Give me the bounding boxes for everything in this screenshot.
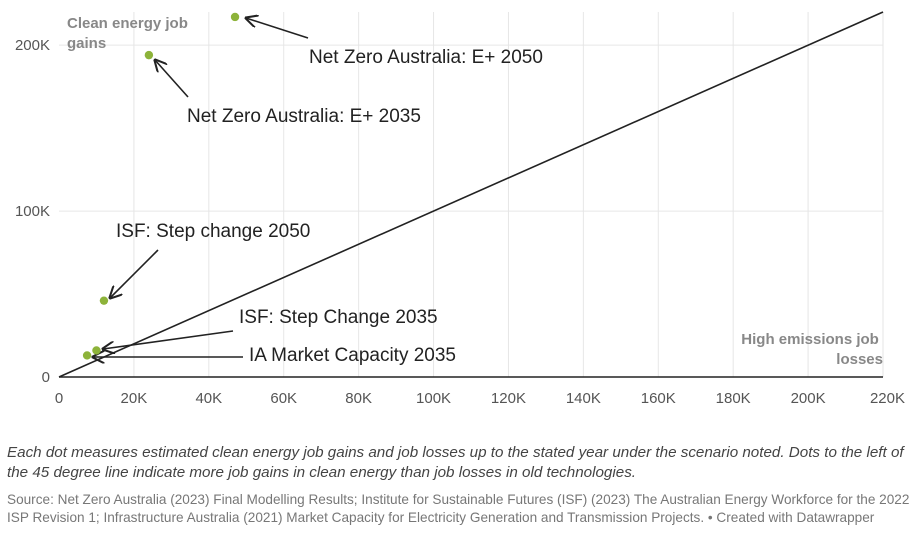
chart-description: Each dot measures estimated clean energy… xyxy=(7,444,904,481)
y-tick-label: 200K xyxy=(15,37,50,54)
annotation-arrow xyxy=(110,249,159,298)
reference-45-degree-line xyxy=(58,11,884,378)
grid-lines xyxy=(59,12,884,377)
y-tick-label: 0 xyxy=(42,369,50,386)
x-tick-label: 100K xyxy=(416,390,451,407)
x-tick-label: 220K xyxy=(870,390,905,407)
annotation-arrows xyxy=(93,18,309,357)
x-tick-label: 120K xyxy=(491,390,526,407)
x-tick-label: 200K xyxy=(791,390,826,407)
y-axis-ticks: 0 100K 200K xyxy=(15,37,50,386)
annotation-labels: Net Zero Australia: E+ 2050 Net Zero Aust… xyxy=(116,47,543,366)
chart-source: Source: Net Zero Australia (2023) Final … xyxy=(7,492,910,525)
x-tick-label: 60K xyxy=(270,390,297,407)
data-point xyxy=(92,346,101,355)
x-tick-label: 160K xyxy=(641,390,676,407)
y-tick-label: 100K xyxy=(15,203,50,220)
x-tick-label: 140K xyxy=(566,390,601,407)
data-point xyxy=(99,296,109,305)
annotation-arrow xyxy=(246,18,309,39)
annotation-arrow xyxy=(103,330,234,349)
data-points xyxy=(82,12,240,360)
x-tick-label: 180K xyxy=(716,390,751,407)
y-axis-title: Clean energy job gains xyxy=(67,15,192,52)
x-tick-label: 80K xyxy=(345,390,372,407)
point-label: ISF: Step Change 2035 xyxy=(239,307,438,328)
x-axis-title: High emissions job losses xyxy=(741,331,883,368)
point-label: Net Zero Australia: E+ 2035 xyxy=(187,106,421,127)
point-label: ISF: Step change 2050 xyxy=(116,221,310,242)
point-label: IA Market Capacity 2035 xyxy=(249,345,456,366)
x-axis-ticks: 0 20K 40K 60K 80K 100K 120K 140K 160K 180K 200K 220… xyxy=(55,390,905,407)
x-tick-label: 40K xyxy=(195,390,222,407)
x-tick-label: 20K xyxy=(121,390,148,407)
x-tick-label: 0 xyxy=(55,390,63,407)
point-label: Net Zero Australia: E+ 2050 xyxy=(309,47,543,68)
data-point xyxy=(230,12,240,22)
annotation-arrow xyxy=(155,60,189,98)
data-point xyxy=(144,50,154,60)
scatter-chart: 0 20K 40K 60K 80K 100K 120K 140K 160K 180K 200K 220… xyxy=(15,11,905,407)
data-point xyxy=(82,351,92,360)
